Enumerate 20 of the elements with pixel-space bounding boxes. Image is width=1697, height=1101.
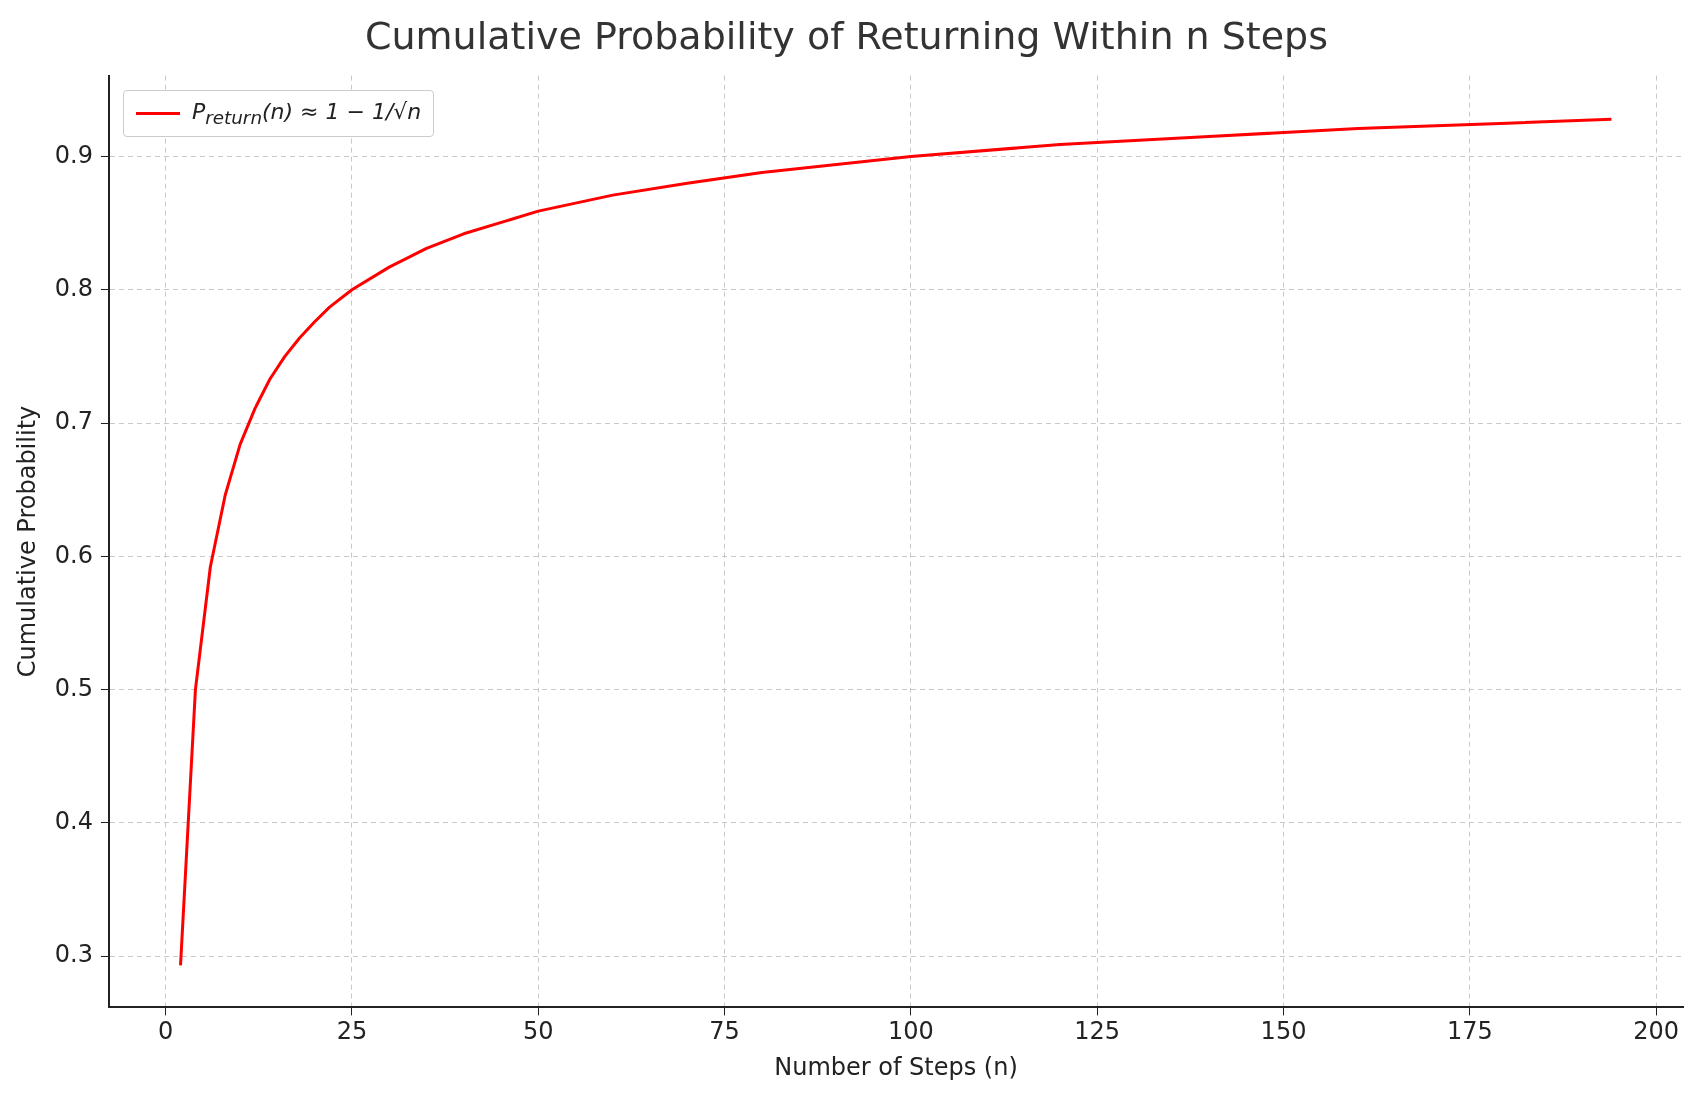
- y-tick-label: 0.9: [54, 140, 93, 169]
- y-axis-title: Cumulative Probability: [12, 405, 41, 678]
- x-tick-label: 125: [1074, 1017, 1121, 1046]
- y-tick-label: 0.4: [54, 807, 93, 836]
- x-tick-label: 100: [887, 1017, 934, 1046]
- chart-title: Cumulative Probability of Returning Within n Steps: [364, 13, 1329, 58]
- y-tick-label: 0.8: [54, 273, 93, 302]
- y-tick-label: 0.6: [54, 540, 93, 569]
- x-tick-label: 200: [1633, 1017, 1680, 1046]
- x-tick-label: 175: [1446, 1017, 1493, 1046]
- x-axis-title: Number of Steps (n): [774, 1052, 1018, 1081]
- x-tick-label: 50: [522, 1017, 554, 1046]
- y-tick-label: 0.7: [54, 407, 93, 436]
- y-tick-label: 0.3: [54, 940, 93, 969]
- x-tick-label: 150: [1260, 1017, 1307, 1046]
- legend-label: P$_{return}$(n) ≈ 1 − 1/√n: [191, 98, 422, 128]
- x-tick-label: 0: [157, 1017, 174, 1046]
- x-tick-label: 25: [336, 1017, 368, 1046]
- y-tick-label: 0.5: [54, 673, 93, 702]
- x-tick-label: 75: [709, 1017, 740, 1046]
